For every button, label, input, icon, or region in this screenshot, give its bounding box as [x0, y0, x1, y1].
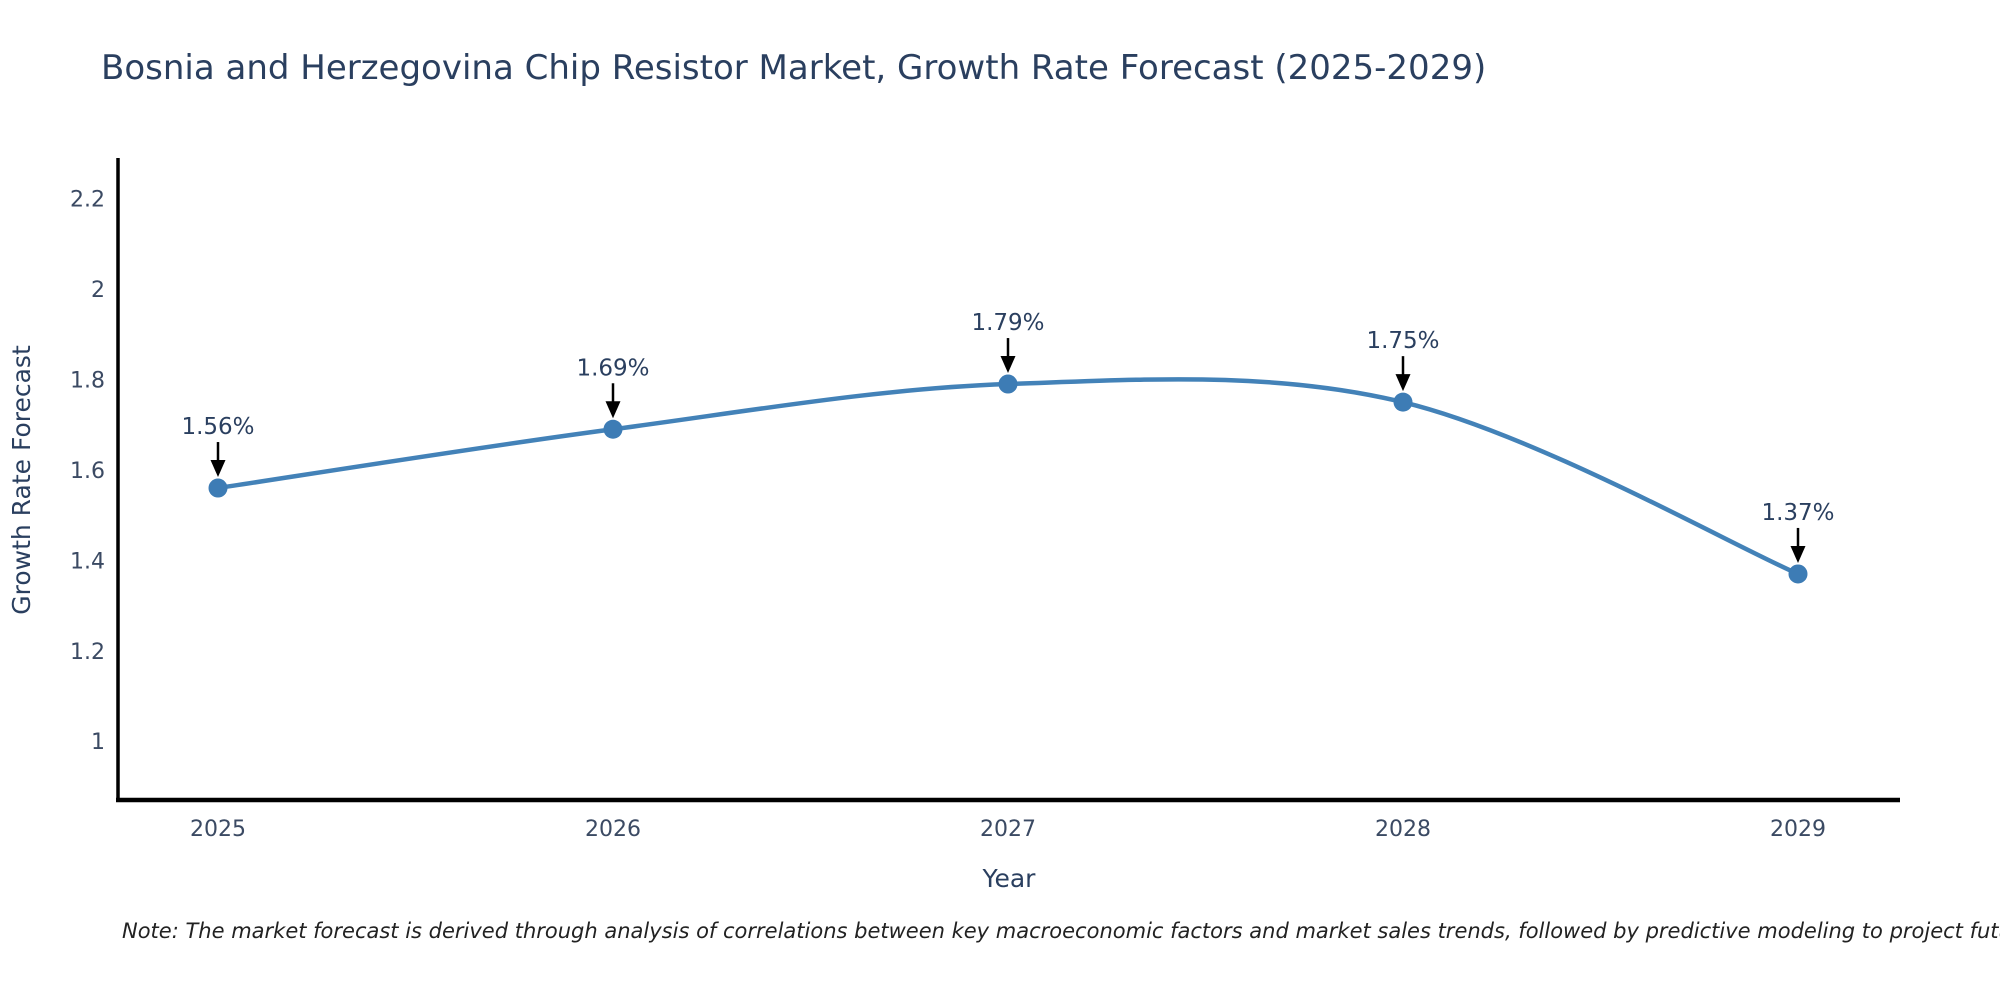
annotation-label-2027: 1.79%	[971, 310, 1044, 336]
data-point-2025[interactable]	[208, 478, 228, 498]
y-tick-1.2: 1.2	[70, 640, 105, 665]
y-axis-tick-labels: 1 1.2 1.4 1.6 1.8 2 2.2	[70, 188, 105, 756]
annotation-arrowhead-icon	[1395, 374, 1411, 392]
y-tick-2: 2	[91, 278, 105, 303]
x-tick-2025: 2025	[190, 817, 246, 842]
y-tick-2.2: 2.2	[70, 188, 105, 213]
annotation-2026: 1.69%	[576, 355, 650, 419]
annotation-2025: 1.56%	[181, 414, 255, 478]
annotation-arrowhead-icon	[1790, 545, 1806, 563]
annotation-arrowhead-icon	[210, 460, 226, 478]
y-axis-title: Growth Rate Forecast	[7, 345, 36, 615]
x-tick-2029: 2029	[1770, 817, 1826, 842]
axes	[116, 158, 1900, 803]
annotation-2028: 1.75%	[1366, 328, 1440, 392]
x-tick-2027: 2027	[980, 817, 1036, 842]
y-tick-1.4: 1.4	[70, 549, 105, 574]
annotation-2029: 1.37%	[1761, 500, 1835, 563]
annotation-2027: 1.79%	[971, 310, 1045, 374]
footnote: Note: The market forecast is derived thr…	[122, 919, 2000, 943]
annotation-label-2025: 1.56%	[181, 414, 254, 440]
data-point-2028[interactable]	[1393, 392, 1413, 412]
annotation-label-2028: 1.75%	[1366, 328, 1439, 354]
annotation-label-2029: 1.37%	[1761, 500, 1834, 526]
data-point-2029[interactable]	[1788, 564, 1808, 584]
annotation-arrowhead-icon	[605, 401, 621, 419]
y-tick-1: 1	[91, 730, 105, 755]
x-tick-2026: 2026	[585, 817, 641, 842]
annotation-label-2026: 1.69%	[576, 355, 649, 381]
x-axis-title: Year	[982, 864, 1037, 893]
data-point-2027[interactable]	[998, 374, 1018, 394]
point-annotations: 1.56% 1.69% 1.79% 1.75% 1.37%	[181, 310, 1835, 563]
data-point-2026[interactable]	[603, 419, 623, 439]
x-axis-tick-labels: 2025 2026 2027 2028 2029	[190, 817, 1826, 842]
chart-title: Bosnia and Herzegovina Chip Resistor Mar…	[101, 48, 1487, 88]
data-series	[208, 374, 1808, 584]
y-tick-1.8: 1.8	[70, 369, 105, 394]
forecast-line	[215, 377, 1801, 577]
x-tick-2028: 2028	[1375, 817, 1431, 842]
y-tick-1.6: 1.6	[70, 459, 105, 484]
annotation-arrowhead-icon	[1000, 356, 1016, 374]
